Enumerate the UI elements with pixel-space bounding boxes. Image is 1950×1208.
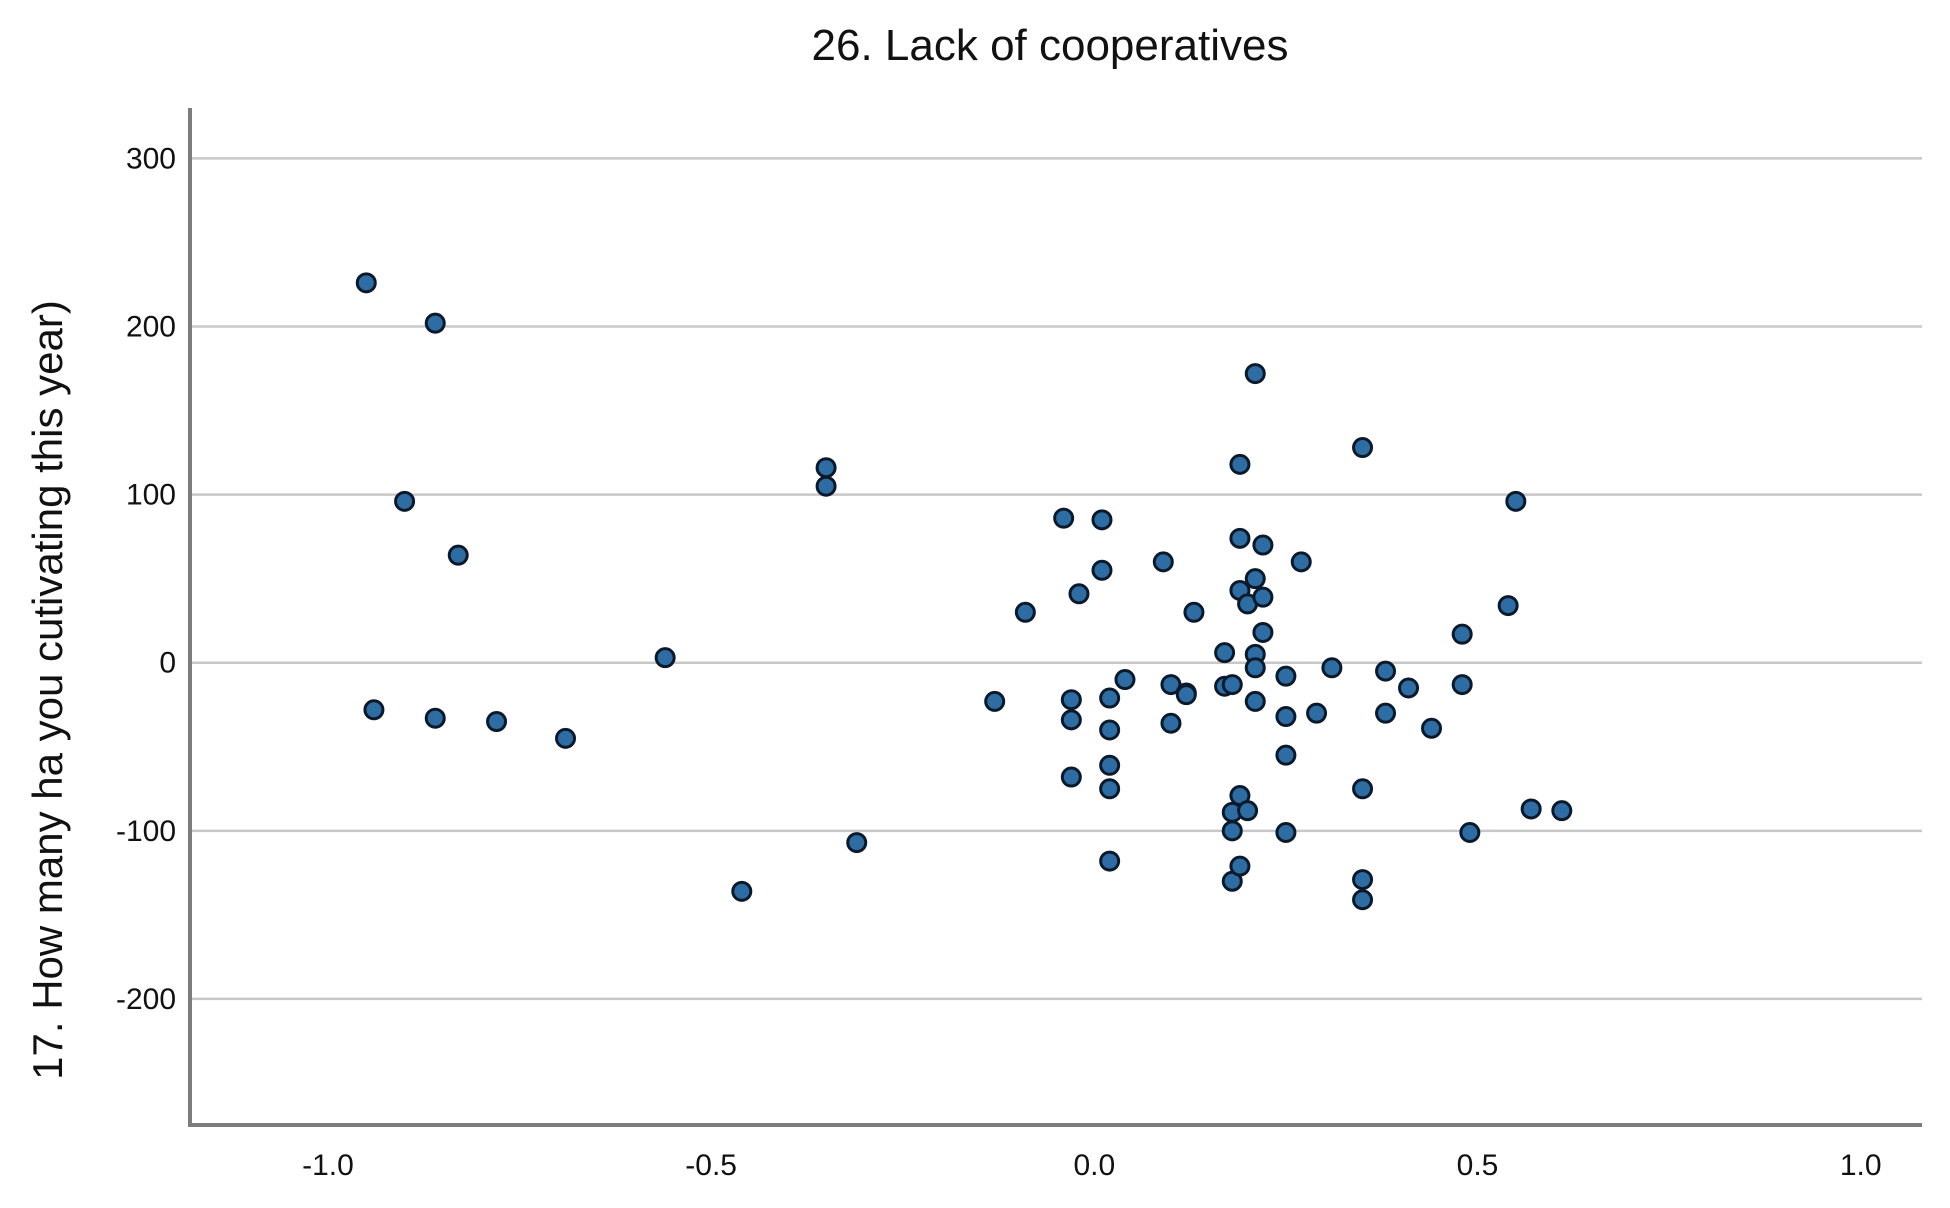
y-axis-title: 17. How many ha you cutivating this year… <box>24 300 71 1080</box>
data-point <box>1014 601 1036 623</box>
data-point <box>1099 719 1121 741</box>
data-point <box>1459 822 1481 844</box>
data-point <box>1375 660 1397 682</box>
data-point <box>815 475 837 497</box>
data-point <box>984 690 1006 712</box>
data-point <box>1244 363 1266 385</box>
data-point <box>1099 687 1121 709</box>
data-point <box>1060 709 1082 731</box>
data-point <box>1321 657 1343 679</box>
x-tick-label: 0.5 <box>1457 1149 1499 1182</box>
y-tick-label: -100 <box>116 815 176 848</box>
data-point <box>1290 551 1312 573</box>
data-point <box>1221 820 1243 842</box>
y-tick-label: 300 <box>126 142 176 175</box>
x-tick-labels: -1.0 -0.5 0.0 0.5 1.0 <box>302 1149 1881 1182</box>
data-point <box>1221 674 1243 696</box>
data-point <box>1214 642 1236 664</box>
x-tick-label: -1.0 <box>302 1149 354 1182</box>
data-point <box>363 699 385 721</box>
y-tick-label: 200 <box>126 311 176 344</box>
data-point <box>731 880 753 902</box>
data-point <box>1352 889 1374 911</box>
data-point <box>1520 798 1542 820</box>
data-point <box>1160 674 1182 696</box>
data-point <box>1398 677 1420 699</box>
data-point <box>1275 665 1297 687</box>
y-tick-label: 100 <box>126 479 176 512</box>
data-point <box>1497 595 1519 617</box>
data-point <box>1099 850 1121 872</box>
data-point <box>846 832 868 854</box>
data-point <box>1275 744 1297 766</box>
data-point <box>424 312 446 334</box>
data-point <box>555 727 577 749</box>
data-point <box>1091 559 1113 581</box>
chart-title: 26. Lack of cooperatives <box>812 21 1289 70</box>
y-tick-label: 0 <box>159 647 176 680</box>
data-point <box>1229 527 1251 549</box>
data-point <box>1244 657 1266 679</box>
data-point <box>1160 712 1182 734</box>
data-point <box>1183 601 1205 623</box>
data-point <box>1068 583 1090 605</box>
data-point <box>1275 822 1297 844</box>
data-point <box>1275 706 1297 728</box>
data-point <box>1060 689 1082 711</box>
data-point <box>1099 778 1121 800</box>
data-point <box>1237 800 1259 822</box>
data-point <box>815 457 837 479</box>
data-point <box>1175 684 1197 706</box>
y-tick-label: -200 <box>116 983 176 1016</box>
data-point <box>1551 800 1573 822</box>
data-point <box>1352 437 1374 459</box>
data-point <box>1352 778 1374 800</box>
data-point <box>1252 586 1274 608</box>
x-tick-label: -0.5 <box>685 1149 737 1182</box>
data-point <box>1306 702 1328 724</box>
data-point <box>1053 507 1075 529</box>
data-point <box>447 544 469 566</box>
data-point <box>1375 702 1397 724</box>
data-point <box>486 711 508 733</box>
data-point <box>1099 754 1121 776</box>
data-point <box>1060 766 1082 788</box>
data-point <box>1244 568 1266 590</box>
data-point <box>1252 534 1274 556</box>
data-points <box>355 272 1573 911</box>
data-point <box>1451 623 1473 645</box>
y-tick-labels: 300 200 100 0 -100 -200 <box>116 142 176 1015</box>
data-point <box>1152 551 1174 573</box>
x-tick-label: 1.0 <box>1840 1149 1882 1182</box>
data-point <box>1421 717 1443 739</box>
grid-lines <box>190 157 1922 1001</box>
data-point <box>1244 690 1266 712</box>
data-point <box>1451 674 1473 696</box>
data-point <box>424 707 446 729</box>
data-point <box>394 490 416 512</box>
data-point <box>355 272 377 294</box>
data-point <box>1229 855 1251 877</box>
data-point <box>1505 490 1527 512</box>
data-point <box>654 647 676 669</box>
data-point <box>1091 509 1113 531</box>
data-point <box>1114 669 1136 691</box>
x-tick-label: 0.0 <box>1073 1149 1115 1182</box>
data-point <box>1229 453 1251 475</box>
data-point <box>1252 621 1274 643</box>
data-point <box>1352 869 1374 891</box>
